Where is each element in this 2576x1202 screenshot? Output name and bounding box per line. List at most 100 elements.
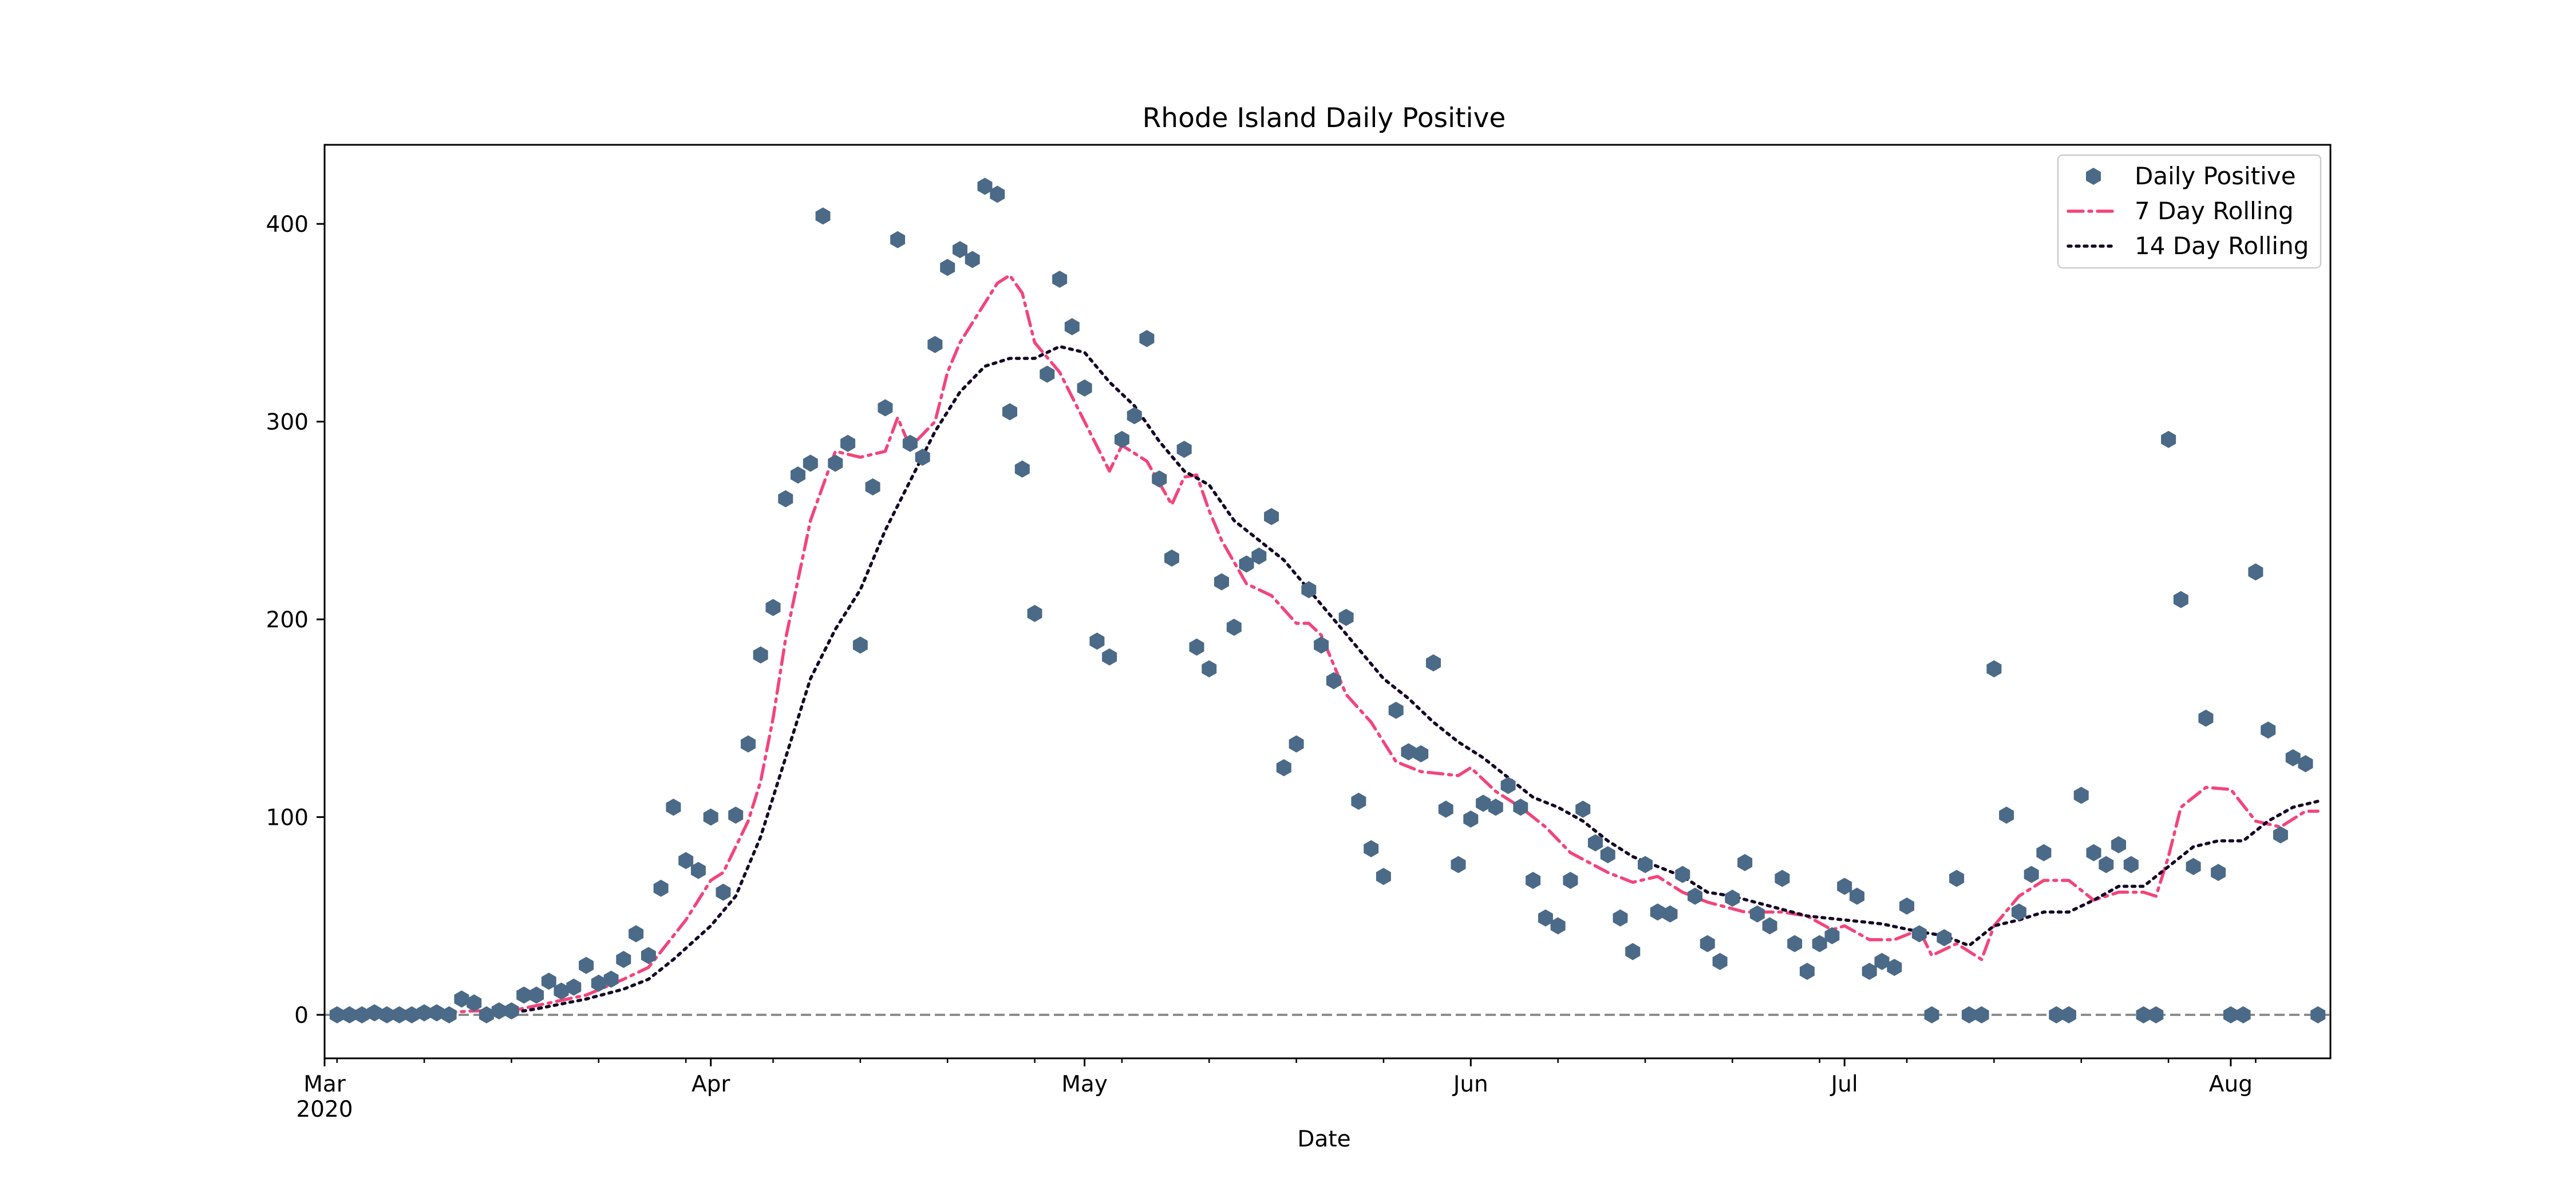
data-point xyxy=(1862,963,1877,980)
data-point xyxy=(529,986,544,1004)
data-point xyxy=(1787,935,1803,952)
x-tick-label: Apr xyxy=(692,1071,730,1097)
data-point xyxy=(765,599,781,616)
data-point xyxy=(2186,857,2201,875)
data-point xyxy=(678,852,694,869)
data-point xyxy=(1251,547,1267,565)
data-point xyxy=(504,1002,519,1020)
data-point xyxy=(1899,897,1914,915)
data-point xyxy=(1152,470,1167,488)
data-point xyxy=(579,956,594,974)
data-point xyxy=(1401,743,1416,761)
data-point xyxy=(2136,1006,2151,1023)
data-point xyxy=(828,454,843,472)
data-point xyxy=(1264,508,1279,525)
data-point xyxy=(1314,636,1329,654)
series-line-7-day-rolling xyxy=(410,274,2320,1017)
data-point xyxy=(890,231,906,248)
data-point xyxy=(1799,963,1815,980)
data-point xyxy=(1949,869,1965,887)
data-point xyxy=(1102,648,1117,666)
data-point xyxy=(491,1002,507,1020)
data-point xyxy=(1986,660,2002,678)
data-point xyxy=(404,1006,420,1023)
legend-label-daily-positive: Daily Positive xyxy=(2135,162,2296,190)
data-point xyxy=(940,259,955,276)
data-point xyxy=(2123,856,2139,873)
data-point xyxy=(1625,943,1641,960)
data-point xyxy=(1326,672,1341,690)
data-point xyxy=(1850,887,1864,905)
data-point xyxy=(1052,270,1068,288)
data-point xyxy=(778,490,793,508)
data-point xyxy=(852,636,868,654)
data-point xyxy=(2073,786,2089,804)
data-point xyxy=(1812,935,1827,952)
data-point xyxy=(741,735,756,753)
data-point xyxy=(1887,959,1902,976)
data-point xyxy=(1937,929,1952,947)
data-point xyxy=(1276,759,1291,777)
data-point xyxy=(1301,581,1317,599)
data-point xyxy=(1239,555,1254,573)
data-point xyxy=(1040,365,1055,383)
data-point xyxy=(1164,549,1179,567)
data-point xyxy=(990,185,1005,203)
data-point xyxy=(1476,794,1491,812)
data-point xyxy=(1999,806,2014,824)
data-point xyxy=(1725,889,1740,907)
y-tick-label: 200 xyxy=(266,607,309,633)
legend: Daily Positive 7 Day Rolling 14 Day Rollin… xyxy=(2057,154,2322,269)
data-point xyxy=(1563,872,1578,889)
x-tick-label: Mar xyxy=(303,1071,346,1097)
data-point xyxy=(1027,604,1042,622)
data-point xyxy=(666,798,681,816)
legend-label-7-day-rolling: 7 Day Rolling xyxy=(2135,197,2294,225)
plot-frame xyxy=(323,144,2332,1059)
data-point xyxy=(541,972,556,990)
data-point xyxy=(1451,856,1466,873)
data-point xyxy=(1388,702,1404,719)
data-point xyxy=(367,1004,382,1022)
series-line-14-day-rolling xyxy=(497,345,2320,1017)
data-point xyxy=(2235,1006,2251,1023)
data-point xyxy=(1500,777,1516,794)
y-tick-label: 400 xyxy=(266,212,309,238)
plot-area xyxy=(325,177,2330,1023)
legend-marker-daily-positive xyxy=(2086,168,2101,185)
data-point xyxy=(977,177,993,195)
data-point xyxy=(1438,800,1453,818)
data-point xyxy=(641,947,656,964)
data-point xyxy=(1538,909,1553,927)
data-point xyxy=(1613,909,1628,927)
data-point xyxy=(2198,709,2214,727)
data-point xyxy=(690,861,706,879)
y-tick-label: 0 xyxy=(294,1003,309,1029)
x-axis-label: Date xyxy=(1297,1126,1350,1152)
data-point xyxy=(2223,1006,2238,1023)
data-point xyxy=(379,1006,394,1023)
data-point xyxy=(2099,856,2114,873)
data-point xyxy=(1837,877,1852,895)
data-point xyxy=(965,251,980,268)
data-point xyxy=(1924,1006,1939,1023)
data-point xyxy=(1089,632,1105,650)
data-point xyxy=(1364,840,1379,857)
data-point xyxy=(2285,749,2301,766)
data-point xyxy=(915,448,930,466)
data-point xyxy=(927,335,943,353)
data-point xyxy=(629,925,644,943)
data-point xyxy=(1550,917,1566,935)
data-point xyxy=(2024,865,2039,883)
data-point xyxy=(1824,927,1840,944)
x-tick-sublabel: 2020 xyxy=(296,1097,353,1122)
data-point xyxy=(1650,903,1665,921)
data-point xyxy=(1127,407,1142,425)
data-point xyxy=(441,1006,457,1023)
data-point xyxy=(2036,844,2052,861)
data-point xyxy=(1176,441,1192,458)
data-point xyxy=(791,466,805,484)
data-point xyxy=(1002,403,1017,421)
data-point xyxy=(1712,952,1728,970)
data-point xyxy=(1526,872,1541,889)
